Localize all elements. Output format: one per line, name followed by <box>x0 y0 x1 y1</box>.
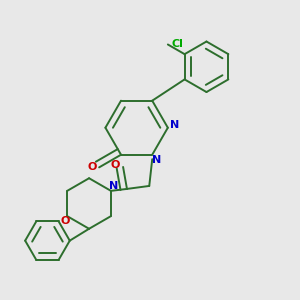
Text: Cl: Cl <box>171 40 183 50</box>
Text: O: O <box>111 160 120 170</box>
Text: O: O <box>88 162 97 172</box>
Text: O: O <box>60 217 70 226</box>
Text: N: N <box>152 155 161 165</box>
Text: N: N <box>109 181 118 191</box>
Text: N: N <box>170 120 179 130</box>
